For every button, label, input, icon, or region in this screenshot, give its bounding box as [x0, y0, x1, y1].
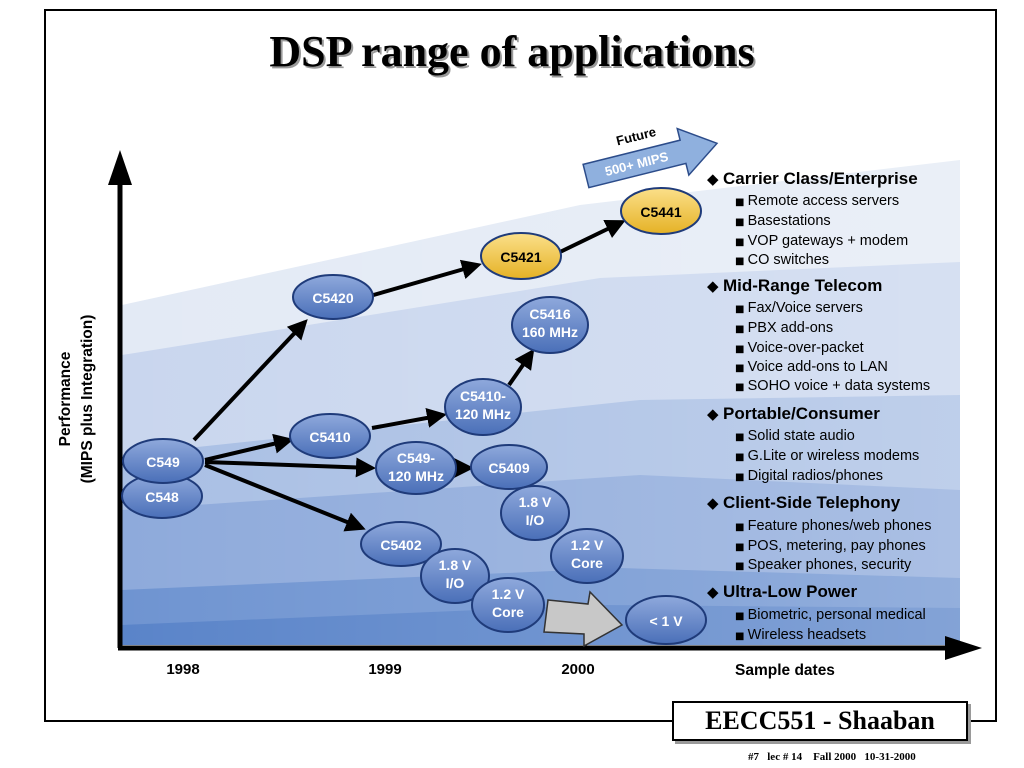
- footer-note: #7 lec # 14 Fall 2000 10-31-2000: [748, 751, 916, 763]
- node-c5410-label: C5410: [309, 429, 350, 445]
- category-item: ■ SOHO voice + data systems: [735, 378, 930, 394]
- node-c5421-label: C5421: [500, 249, 541, 265]
- x-tick-2000: 2000: [561, 661, 594, 678]
- category-client-side-telephony: ◆ Client-Side Telephony ■ Feature phones…: [707, 493, 931, 573]
- y-axis-label-line1: Performance: [57, 351, 74, 446]
- category-title: Mid-Range Telecom: [723, 276, 882, 295]
- category-item: ■ Basestations: [735, 213, 831, 229]
- diamond-icon: ◆: [707, 170, 719, 188]
- node-io-1-8v-a-line2: I/O: [526, 512, 545, 528]
- category-item: ■ G.Lite or wireless modems: [735, 448, 919, 464]
- diamond-icon: ◆: [707, 494, 719, 512]
- node-c549-120mhz: C549- 120 MHz: [375, 441, 457, 495]
- category-title: Carrier Class/Enterprise: [723, 169, 918, 188]
- node-core-1-2v-a-line2: Core: [571, 555, 603, 571]
- node-c5441: C5441: [620, 187, 702, 235]
- node-io-1-8v-b-line1: 1.8 V: [439, 557, 472, 573]
- page-title: DSP range of applications: [269, 27, 755, 76]
- node-c5402-label: C5402: [380, 537, 421, 553]
- category-title: Ultra-Low Power: [723, 582, 858, 601]
- course-label: EECC551 - Shaaban: [672, 701, 968, 741]
- node-c5441-label: C5441: [640, 204, 681, 220]
- category-ultra-low-power: ◆ Ultra-Low Power ■ Biometric, personal …: [707, 582, 926, 643]
- axes: [108, 150, 982, 660]
- node-c5416-line2: 160 MHz: [522, 324, 578, 340]
- category-item: ■ Solid state audio: [735, 428, 855, 444]
- diamond-icon: ◆: [707, 583, 719, 601]
- node-c5409: C5409: [470, 444, 548, 490]
- node-c5410: C5410: [289, 413, 371, 459]
- diamond-icon: ◆: [707, 405, 719, 423]
- category-item: ■ Wireless headsets: [735, 627, 866, 643]
- node-io-1-8v-b-line2: I/O: [446, 575, 465, 591]
- category-item: ■ VOP gateways + modem: [735, 233, 908, 249]
- node-core-1-2v-b-line2: Core: [492, 604, 524, 620]
- node-c5420-label: C5420: [312, 290, 353, 306]
- node-core-1-2v-b-line1: 1.2 V: [492, 586, 525, 602]
- low-power-transition-arrow: [543, 590, 624, 648]
- node-core-1-2v-b: 1.2 V Core: [471, 577, 545, 633]
- node-c548: C548: [121, 473, 203, 519]
- future-label: Future: [615, 124, 658, 148]
- node-c549-120-line2: 120 MHz: [388, 468, 444, 484]
- category-title: Client-Side Telephony: [723, 493, 901, 512]
- node-c549-120-line1: C549-: [397, 450, 435, 466]
- x-axis-label: Sample dates: [735, 662, 835, 679]
- node-c5402: C5402: [360, 521, 442, 567]
- category-item: ■ Voice add-ons to LAN: [735, 359, 888, 375]
- category-mid-range-telecom: ◆ Mid-Range Telecom ■ Fax/Voice servers …: [707, 276, 930, 394]
- category-title: Portable/Consumer: [723, 404, 880, 423]
- category-portable-consumer: ◆ Portable/Consumer ■ Solid state audio …: [707, 404, 919, 484]
- node-lt-1v: < 1 V: [625, 595, 707, 645]
- node-c5421: C5421: [480, 232, 562, 280]
- node-c5416-160mhz: C5416 160 MHz: [511, 296, 589, 354]
- node-c548-label: C548: [145, 489, 179, 505]
- category-carrier-class: ◆ Carrier Class/Enterprise ■ Remote acce…: [707, 169, 918, 268]
- node-core-1-2v-a: 1.2 V Core: [550, 528, 624, 584]
- y-axis-label-line2: (MIPS plus Integration): [79, 315, 96, 484]
- category-item: ■ Feature phones/web phones: [735, 518, 931, 534]
- category-item: ■ CO switches: [735, 252, 829, 268]
- category-item: ■ POS, metering, pay phones: [735, 538, 926, 554]
- node-c5420: C5420: [292, 274, 374, 320]
- node-io-1-8v-a-line1: 1.8 V: [519, 494, 552, 510]
- category-item: ■ Fax/Voice servers: [735, 300, 863, 316]
- category-item: ■ Remote access servers: [735, 193, 899, 209]
- node-io-1-8v-a: 1.8 V I/O: [500, 485, 570, 541]
- connector-arrows: [192, 219, 626, 532]
- category-item: ■ Voice-over-packet: [735, 340, 864, 356]
- category-item: ■ Speaker phones, security: [735, 557, 912, 573]
- node-c549: C549: [122, 438, 204, 484]
- x-tick-1999: 1999: [368, 661, 401, 678]
- node-lt-1v-label: < 1 V: [649, 613, 683, 629]
- node-c5416-line1: C5416: [529, 306, 570, 322]
- node-core-1-2v-a-line1: 1.2 V: [571, 537, 604, 553]
- node-c5410-120mhz: C5410- 120 MHz: [444, 378, 522, 436]
- node-c5410-120-line1: C5410-: [460, 388, 506, 404]
- node-c5409-label: C5409: [488, 460, 529, 476]
- diamond-icon: ◆: [707, 277, 719, 295]
- node-io-1-8v-b: 1.8 V I/O: [420, 548, 490, 604]
- node-c549-label: C549: [146, 454, 180, 470]
- node-c5410-120-line2: 120 MHz: [455, 406, 511, 422]
- category-item: ■ Biometric, personal medical: [735, 607, 926, 623]
- category-item: ■ Digital radios/phones: [735, 468, 883, 484]
- x-tick-1998: 1998: [166, 661, 199, 678]
- category-item: ■ PBX add-ons: [735, 320, 833, 336]
